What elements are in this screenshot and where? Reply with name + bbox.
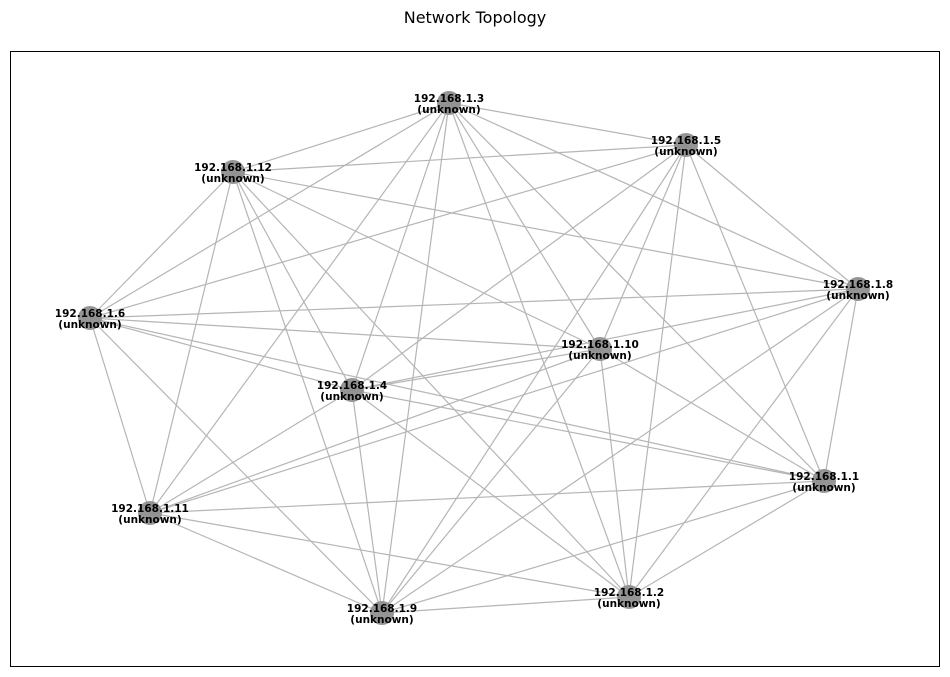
node-ip-label: 192.168.1.8: [823, 279, 893, 291]
edge-192.168.1.1-192.168.1.2: [628, 480, 825, 598]
node-192.168.1.12[interactable]: 192.168.1.12(unknown): [194, 160, 272, 185]
node-192.168.1.5[interactable]: 192.168.1.5(unknown): [651, 133, 721, 158]
node-circle[interactable]: [812, 469, 836, 493]
node-circle[interactable]: [221, 160, 245, 184]
node-192.168.1.1[interactable]: 192.168.1.1(unknown): [789, 469, 859, 494]
edge-192.168.1.5-192.168.1.8: [685, 144, 859, 290]
edge-192.168.1.5-192.168.1.10: [599, 144, 687, 350]
edge-192.168.1.8-192.168.1.9: [381, 288, 859, 614]
edge-192.168.1.10-192.168.1.2: [599, 348, 630, 598]
node-type-label: (unknown): [350, 614, 413, 626]
node-circle[interactable]: [617, 585, 641, 609]
edge-192.168.1.4-192.168.1.11: [149, 389, 353, 514]
edge-192.168.1.5-192.168.1.9: [381, 144, 687, 614]
node-ip-label: 192.168.1.5: [651, 135, 721, 147]
edge-192.168.1.10-192.168.1.4: [351, 348, 601, 391]
node-192.168.1.2[interactable]: 192.168.1.2(unknown): [594, 585, 664, 610]
edge-192.168.1.4-192.168.1.9: [351, 389, 383, 614]
node-type-label: (unknown): [792, 482, 855, 494]
node-192.168.1.9[interactable]: 192.168.1.9(unknown): [347, 601, 417, 626]
edge-192.168.1.12-192.168.1.10: [232, 171, 601, 350]
node-ip-label: 192.168.1.11: [111, 503, 189, 515]
edge-192.168.1.8-192.168.1.11: [149, 288, 859, 514]
diagram-frame: [10, 51, 940, 667]
edge-192.168.1.1-192.168.1.11: [149, 480, 825, 514]
node-192.168.1.3[interactable]: 192.168.1.3(unknown): [414, 91, 484, 116]
edge-192.168.1.5-192.168.1.1: [685, 144, 825, 482]
edge-192.168.1.3-192.168.1.9: [381, 102, 450, 614]
node-circle[interactable]: [340, 378, 364, 402]
edge-192.168.1.3-192.168.1.12: [232, 102, 450, 173]
edge-192.168.1.6-192.168.1.9: [89, 317, 383, 614]
edge-192.168.1.4-192.168.1.2: [351, 389, 630, 598]
node-ip-label: 192.168.1.2: [594, 587, 664, 599]
node-type-label: (unknown): [597, 598, 660, 610]
edge-192.168.1.2-192.168.1.9: [381, 596, 630, 614]
node-ip-label: 192.168.1.1: [789, 471, 859, 483]
edge-192.168.1.6-192.168.1.4: [89, 317, 353, 391]
edge-192.168.1.12-192.168.1.9: [232, 171, 383, 614]
edge-192.168.1.8-192.168.1.1: [823, 288, 859, 482]
node-192.168.1.8[interactable]: 192.168.1.8(unknown): [823, 277, 893, 302]
node-ip-label: 192.168.1.6: [55, 308, 125, 320]
edge-192.168.1.3-192.168.1.11: [149, 102, 450, 514]
node-circle[interactable]: [846, 277, 870, 301]
node-type-label: (unknown): [568, 350, 631, 362]
node-type-label: (unknown): [826, 290, 889, 302]
node-circle[interactable]: [78, 306, 102, 330]
edges-layer: [89, 102, 859, 614]
node-circle[interactable]: [437, 91, 461, 115]
node-type-label: (unknown): [201, 173, 264, 185]
edge-192.168.1.5-192.168.1.4: [351, 144, 687, 391]
node-ip-label: 192.168.1.4: [317, 380, 387, 392]
node-circle[interactable]: [588, 337, 612, 361]
edge-192.168.1.8-192.168.1.6: [89, 288, 859, 319]
edge-192.168.1.11-192.168.1.2: [149, 512, 630, 598]
edge-192.168.1.3-192.168.1.4: [351, 102, 450, 391]
edge-192.168.1.3-192.168.1.5: [448, 102, 687, 146]
edge-192.168.1.10-192.168.1.11: [149, 348, 601, 514]
edge-192.168.1.5-192.168.1.6: [89, 144, 687, 319]
node-circle[interactable]: [370, 601, 394, 625]
node-ip-label: 192.168.1.12: [194, 162, 272, 174]
edge-192.168.1.10-192.168.1.9: [381, 348, 601, 614]
edge-192.168.1.12-192.168.1.2: [232, 171, 630, 598]
edge-192.168.1.12-192.168.1.4: [232, 171, 353, 391]
nodes-layer: 192.168.1.3(unknown)192.168.1.5(unknown)…: [55, 91, 893, 626]
edge-192.168.1.12-192.168.1.6: [89, 171, 234, 319]
node-192.168.1.10[interactable]: 192.168.1.10(unknown): [561, 337, 639, 362]
edge-192.168.1.6-192.168.1.1: [89, 317, 825, 482]
node-192.168.1.4[interactable]: 192.168.1.4(unknown): [317, 378, 387, 403]
node-192.168.1.11[interactable]: 192.168.1.11(unknown): [111, 501, 189, 526]
page-title: Network Topology: [403, 8, 547, 27]
edge-192.168.1.10-192.168.1.1: [599, 348, 825, 482]
node-type-label: (unknown): [654, 146, 717, 158]
edge-192.168.1.4-192.168.1.1: [351, 389, 825, 482]
edge-192.168.1.5-192.168.1.12: [232, 144, 687, 173]
edge-192.168.1.11-192.168.1.9: [149, 512, 383, 614]
node-type-label: (unknown): [58, 319, 121, 331]
edge-192.168.1.6-192.168.1.11: [89, 317, 151, 514]
node-ip-label: 192.168.1.10: [561, 339, 639, 351]
node-ip-label: 192.168.1.9: [347, 603, 417, 615]
edge-192.168.1.12-192.168.1.8: [232, 171, 859, 290]
edge-192.168.1.12-192.168.1.11: [149, 171, 234, 514]
edge-192.168.1.6-192.168.1.10: [89, 317, 601, 350]
edge-192.168.1.3-192.168.1.2: [448, 102, 630, 598]
edge-192.168.1.5-192.168.1.2: [628, 144, 687, 598]
node-circle[interactable]: [674, 133, 698, 157]
node-ip-label: 192.168.1.3: [414, 93, 484, 105]
node-192.168.1.6[interactable]: 192.168.1.6(unknown): [55, 306, 125, 331]
edge-192.168.1.1-192.168.1.9: [381, 480, 825, 614]
edge-192.168.1.8-192.168.1.2: [628, 288, 859, 598]
node-type-label: (unknown): [320, 391, 383, 403]
node-type-label: (unknown): [417, 104, 480, 116]
node-type-label: (unknown): [118, 514, 181, 526]
node-circle[interactable]: [138, 501, 162, 525]
